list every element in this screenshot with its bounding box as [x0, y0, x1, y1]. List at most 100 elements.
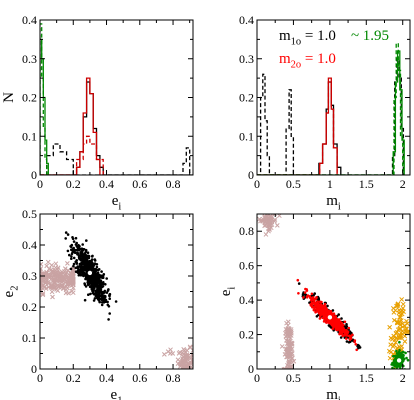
x-tick-label: 1.5: [359, 177, 374, 191]
scatter-point: [70, 257, 73, 261]
scatter-point: [396, 358, 402, 363]
scatter-point-cross: [58, 271, 63, 277]
scatter-point-cross: [40, 274, 43, 279]
scatter-point: [82, 262, 85, 266]
scatter-point: [393, 365, 397, 368]
scatter-point-cross: [61, 269, 67, 274]
scatter-point: [90, 259, 93, 263]
scatter-point-cross: [180, 372, 184, 376]
scatter-point: [309, 296, 312, 300]
scatter-point: [92, 268, 96, 271]
scatter-point: [87, 270, 93, 276]
scatter-point: [90, 282, 93, 286]
scatter-point-cross: [391, 317, 397, 323]
scatter-point: [321, 316, 324, 320]
y-tick-label: 0.5: [22, 207, 37, 221]
scatter-point: [87, 260, 90, 264]
scatter-point-cross: [267, 227, 272, 232]
y-axis-label: e2: [1, 286, 21, 298]
scatter-point: [85, 239, 88, 242]
scatter-cluster-6: [309, 296, 318, 302]
scatter-point: [399, 353, 402, 356]
scatter-point: [324, 305, 327, 309]
scatter-point: [79, 250, 83, 254]
histogram-series-5: [257, 58, 405, 175]
scatter-point-cross: [182, 352, 188, 358]
scatter-point: [319, 312, 323, 315]
scatter-cluster-10: [396, 358, 402, 363]
scatter-point: [329, 311, 333, 315]
x-tick-label: 0: [254, 371, 260, 385]
scatter-point-cross: [60, 276, 65, 281]
scatter-point: [91, 272, 95, 276]
scatter-point: [395, 349, 398, 353]
scatter-point: [327, 311, 330, 314]
scatter-point-cross: [50, 294, 55, 300]
scatter-point: [81, 243, 84, 246]
scatter-point: [107, 318, 110, 321]
scatter-point: [344, 325, 348, 328]
scatter-point: [74, 236, 78, 240]
scatter-point: [108, 294, 111, 298]
scatter-point: [313, 308, 316, 312]
scatter-point: [82, 254, 85, 258]
scatter-point-cross: [70, 279, 76, 285]
scatter-point: [93, 259, 97, 262]
annotation-m1o-subscript: 1o: [291, 37, 302, 48]
x-axis-label: mi: [326, 193, 341, 213]
scatter-point: [318, 300, 322, 304]
scatter-point: [88, 285, 92, 289]
scatter-point-cross: [66, 290, 71, 296]
scatter-point: [78, 265, 81, 268]
scatter-point-cross: [401, 309, 406, 315]
scatter-point: [95, 265, 99, 269]
scatter-point: [108, 297, 111, 301]
scatter-point-cross: [397, 325, 403, 331]
scatter-point: [114, 300, 118, 303]
scatter-point: [337, 313, 341, 316]
plot-area: [257, 214, 410, 369]
scatter-point: [398, 340, 401, 344]
x-axis-label-base: m: [326, 193, 338, 209]
scatter-point-cross: [397, 344, 402, 350]
scatter-point: [345, 340, 349, 343]
scatter-point: [355, 348, 359, 352]
scatter-point: [100, 270, 103, 273]
scatter-point-cross: [190, 358, 193, 364]
scatter-point: [84, 248, 88, 252]
scatter-point: [82, 274, 85, 277]
scatter-point-cross: [70, 271, 76, 276]
scatter-point-cross: [187, 345, 193, 351]
annotation-m2o-rest: = 1.0: [301, 51, 336, 67]
scatter-point: [404, 351, 407, 355]
scatter-point-cross: [403, 326, 409, 332]
scatter-point: [393, 358, 397, 361]
scatter-point-cross: [60, 285, 66, 291]
scatter-point-cross: [285, 348, 290, 353]
scatter-point: [94, 289, 98, 293]
scatter-point-cross: [287, 359, 292, 365]
scatter-point-cross: [60, 277, 65, 282]
y-tick-label: 0.2: [239, 91, 254, 105]
scatter-point: [319, 306, 322, 310]
scatter-point: [94, 281, 98, 284]
scatter-point: [324, 314, 327, 317]
x-tick-label: 1: [327, 177, 333, 191]
scatter-point: [106, 303, 110, 307]
scatter-point: [354, 343, 358, 346]
x-tick-label: 0.6: [132, 371, 147, 385]
scatter-point: [84, 277, 87, 281]
scatter-point: [345, 323, 348, 326]
scatter-point-cross: [401, 330, 407, 335]
histogram-series-2: [40, 81, 193, 175]
scatter-point-cross: [267, 223, 272, 229]
scatter-point: [311, 306, 314, 309]
scatter-point-cross: [180, 380, 184, 384]
scatter-point: [64, 231, 68, 234]
x-tick-label: 0: [254, 177, 260, 191]
histogram-series-1: [257, 73, 295, 175]
x-tick-label: 0.5: [286, 177, 301, 191]
scatter-point: [95, 263, 99, 266]
scatter-point-cross: [183, 366, 189, 369]
